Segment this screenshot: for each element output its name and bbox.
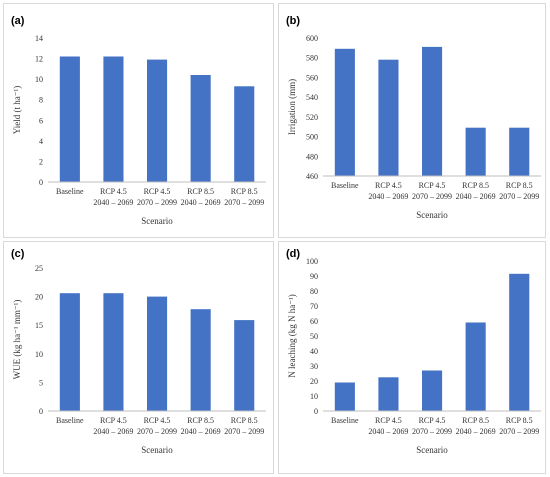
- bar-d-1: [378, 377, 399, 412]
- bar-b-0: [334, 48, 355, 176]
- x-tick-label-a-1: RCP 4.5 2040 – 2069: [93, 187, 133, 207]
- y-tick-label-b-6: 580: [306, 54, 318, 63]
- y-tick-label-c-2: 10: [35, 350, 43, 359]
- y-axis-title-d: N leaching (kg N ha⁻¹): [287, 294, 297, 377]
- x-tick-label-c-1: RCP 4.5 2040 – 2069: [93, 416, 133, 436]
- y-tick-label-b-0: 460: [306, 172, 318, 181]
- y-tick-label-d-9: 90: [310, 272, 318, 281]
- x-axis-title-c: Scenario: [141, 445, 173, 455]
- y-tick-label-d-7: 70: [310, 302, 318, 311]
- y-tick-label-a-7: 14: [35, 34, 43, 43]
- bar-c-3: [190, 309, 211, 411]
- x-tick-label-d-4: RCP 8.5 2070 – 2099: [499, 416, 539, 436]
- x-tick-label-a-0: Baseline: [56, 187, 84, 196]
- bar-c-1: [103, 293, 124, 411]
- chart-panel-c: (c) 0 5 10 15 20 25 Baseline RCP 4.5 2040 – 2069 R…: [3, 241, 274, 474]
- bar-c-0: [59, 293, 80, 411]
- y-tick-label-a-2: 4: [39, 137, 43, 146]
- y-tick-label-b-4: 540: [306, 93, 318, 102]
- x-tick-label-b-2: RCP 4.5 2070 – 2099: [412, 181, 452, 201]
- bar-c-4: [234, 320, 255, 411]
- chart-panel-b: (b) 460 480 500 520 540 560 580 600 Baseline RCP 4…: [278, 3, 546, 238]
- x-axis-title-d: Scenario: [416, 445, 448, 455]
- bar-a-2: [147, 59, 168, 182]
- x-tick-label-c-0: Baseline: [56, 416, 84, 425]
- y-tick-label-a-5: 10: [35, 75, 43, 84]
- bar-a-1: [103, 56, 124, 182]
- bar-a-0: [59, 56, 80, 182]
- bar-c-2: [147, 296, 168, 411]
- y-tick-label-a-1: 2: [39, 157, 43, 166]
- chart-panel-a: (a) 0 2 4 6 8 10 12 14 Baseline RCP 4.5 2040 – 2069…: [3, 3, 274, 238]
- x-axis-title-b: Scenario: [416, 210, 448, 220]
- x-tick-label-d-2: RCP 4.5 2070 – 2099: [412, 416, 452, 436]
- y-tick-label-d-2: 20: [310, 377, 318, 386]
- chart-svg-b: (b) 460 480 500 520 540 560 580 600 Baseline RCP 4…: [286, 15, 541, 220]
- y-tick-label-a-0: 0: [39, 178, 43, 187]
- y-axis-title-b: Irrigation (mm): [287, 79, 297, 135]
- x-axis-title-a: Scenario: [141, 216, 173, 226]
- chart-svg-d: (d) 0 10 20 30 40 50 60 70 80 90 100 Baseline RCP 4.5…: [286, 248, 541, 455]
- bar-a-4: [234, 86, 255, 182]
- panel-label-a: (a): [11, 15, 25, 27]
- x-tick-label-c-2: RCP 4.5 2070 – 2099: [137, 416, 177, 436]
- y-tick-label-a-6: 12: [35, 55, 43, 64]
- x-tick-label-d-0: Baseline: [331, 416, 359, 425]
- x-tick-label-a-2: RCP 4.5 2070 – 2099: [137, 187, 177, 207]
- x-tick-label-a-4: RCP 8.5 2070 – 2099: [224, 187, 264, 207]
- panel-label-c: (c): [11, 248, 25, 260]
- y-axis-title-c: WUE (kg ha⁻¹ mm⁻¹): [12, 300, 22, 380]
- y-tick-label-d-8: 80: [310, 287, 318, 296]
- bar-d-0: [334, 382, 355, 411]
- y-tick-label-d-3: 30: [310, 362, 318, 371]
- y-tick-label-d-6: 60: [310, 317, 318, 326]
- y-tick-label-c-4: 20: [35, 293, 43, 302]
- x-tick-label-b-4: RCP 8.5 2070 – 2099: [499, 181, 539, 201]
- bar-b-3: [465, 127, 486, 176]
- x-tick-label-d-3: RCP 8.5 2040 – 2069: [456, 416, 496, 436]
- y-tick-label-b-7: 600: [306, 34, 318, 43]
- chart-svg-a: (a) 0 2 4 6 8 10 12 14 Baseline RCP 4.5 2040 – 2069…: [11, 15, 266, 226]
- x-tick-label-b-1: RCP 4.5 2040 – 2069: [368, 181, 408, 201]
- bar-b-2: [422, 46, 443, 177]
- panel-label-d: (d): [286, 248, 300, 260]
- y-tick-label-a-4: 8: [39, 96, 43, 105]
- bar-d-4: [509, 273, 530, 412]
- y-tick-label-b-2: 500: [306, 133, 318, 142]
- y-axis-title-a: Yield (t ha⁻¹): [12, 86, 22, 134]
- y-tick-label-b-3: 520: [306, 113, 318, 122]
- bar-b-1: [378, 59, 399, 177]
- x-tick-label-b-0: Baseline: [331, 181, 359, 190]
- y-tick-label-c-3: 15: [35, 321, 43, 330]
- y-tick-label-c-1: 5: [39, 378, 43, 387]
- x-tick-label-a-3: RCP 8.5 2040 – 2069: [181, 187, 221, 207]
- y-tick-label-b-1: 480: [306, 152, 318, 161]
- y-tick-label-d-0: 0: [314, 407, 318, 416]
- y-tick-label-c-5: 25: [35, 264, 43, 273]
- y-tick-label-d-4: 40: [310, 347, 318, 356]
- bar-a-3: [190, 75, 211, 182]
- x-tick-label-d-1: RCP 4.5 2040 – 2069: [368, 416, 408, 436]
- bar-d-3: [465, 322, 486, 411]
- bar-b-4: [509, 127, 530, 176]
- bar-d-2: [422, 370, 443, 411]
- y-tick-label-c-0: 0: [39, 407, 43, 416]
- y-tick-label-b-5: 560: [306, 73, 318, 82]
- x-tick-label-c-4: RCP 8.5 2070 – 2099: [224, 416, 264, 436]
- y-tick-label-a-3: 6: [39, 116, 43, 125]
- x-tick-label-b-3: RCP 8.5 2040 – 2069: [456, 181, 496, 201]
- x-tick-label-c-3: RCP 8.5 2040 – 2069: [181, 416, 221, 436]
- panel-label-b: (b): [286, 15, 300, 27]
- y-tick-label-d-5: 50: [310, 332, 318, 341]
- chart-panel-d: (d) 0 10 20 30 40 50 60 70 80 90 100 Baseline RCP 4.5…: [278, 241, 546, 474]
- y-tick-label-d-10: 100: [306, 257, 318, 266]
- y-tick-label-d-1: 10: [310, 392, 318, 401]
